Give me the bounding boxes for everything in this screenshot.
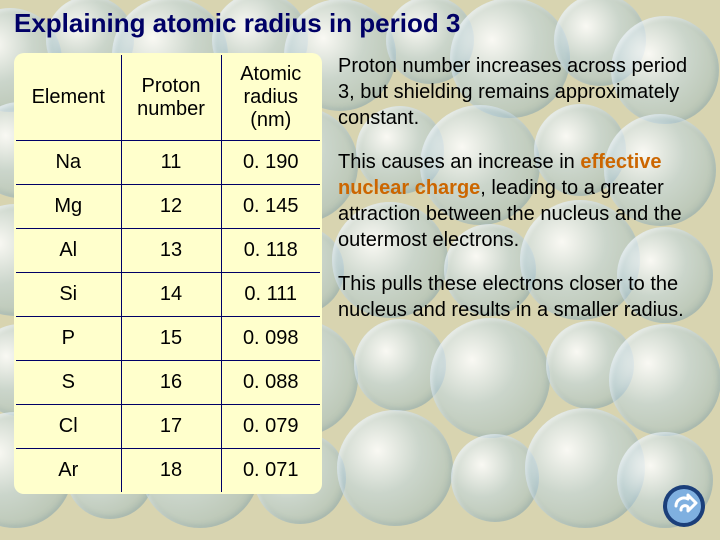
table-cell: 0. 118 <box>221 229 321 273</box>
col-header-element: Element <box>15 54 121 141</box>
next-button[interactable] <box>662 484 706 528</box>
table-cell: 0. 145 <box>221 185 321 229</box>
table-cell: 11 <box>121 141 221 185</box>
explanation-text: Proton number increases across period 3,… <box>338 53 706 494</box>
table-cell: 13 <box>121 229 221 273</box>
table-cell: 0. 071 <box>221 449 321 493</box>
table-cell: 0. 111 <box>221 273 321 317</box>
paragraph-2a: This causes an increase in <box>338 151 580 173</box>
table-cell: 12 <box>121 185 221 229</box>
table-cell: 0. 098 <box>221 317 321 361</box>
atomic-radius-table: Element Proton number Atomic radius (nm)… <box>14 53 322 494</box>
table-row: Ar180. 071 <box>15 449 321 493</box>
table-cell: 17 <box>121 405 221 449</box>
table-cell: 18 <box>121 449 221 493</box>
page-title: Explaining atomic radius in period 3 <box>14 8 706 39</box>
col-header-radius: Atomic radius (nm) <box>221 54 321 141</box>
table-cell: Ar <box>15 449 121 493</box>
table-header-row: Element Proton number Atomic radius (nm) <box>15 54 321 141</box>
next-arrow-icon <box>662 484 706 528</box>
slide-content: Explaining atomic radius in period 3 Ele… <box>0 0 720 540</box>
table-cell: Mg <box>15 185 121 229</box>
table-cell: 16 <box>121 361 221 405</box>
table-cell: Cl <box>15 405 121 449</box>
main-row: Element Proton number Atomic radius (nm)… <box>14 53 706 494</box>
paragraph-3: This pulls these electrons closer to the… <box>338 271 706 323</box>
table-row: Mg120. 145 <box>15 185 321 229</box>
table-row: P150. 098 <box>15 317 321 361</box>
col-header-proton: Proton number <box>121 54 221 141</box>
table-cell: 15 <box>121 317 221 361</box>
table-cell: Na <box>15 141 121 185</box>
table-row: Si140. 111 <box>15 273 321 317</box>
table-cell: Al <box>15 229 121 273</box>
table-cell: 14 <box>121 273 221 317</box>
table-cell: 0. 088 <box>221 361 321 405</box>
table-row: Al130. 118 <box>15 229 321 273</box>
data-table-wrap: Element Proton number Atomic radius (nm)… <box>14 53 322 494</box>
table-row: Na110. 190 <box>15 141 321 185</box>
table-row: Cl170. 079 <box>15 405 321 449</box>
table-cell: 0. 079 <box>221 405 321 449</box>
paragraph-1: Proton number increases across period 3,… <box>338 53 706 131</box>
paragraph-2: This causes an increase in effective nuc… <box>338 149 706 253</box>
table-cell: 0. 190 <box>221 141 321 185</box>
table-cell: S <box>15 361 121 405</box>
table-cell: P <box>15 317 121 361</box>
table-cell: Si <box>15 273 121 317</box>
table-row: S160. 088 <box>15 361 321 405</box>
